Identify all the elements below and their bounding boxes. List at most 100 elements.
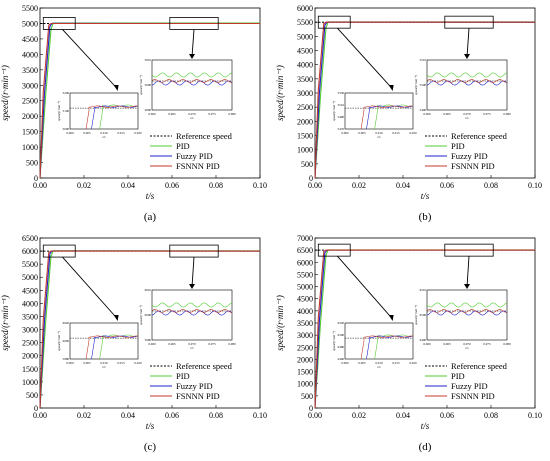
chart-panel: 0 500 1000 1500 2000 2500 3000 3500 4000 4500 5000… [0, 4, 267, 223]
legend-label: PID [176, 141, 190, 151]
y-tick-label: 6500 [297, 246, 313, 255]
inset-series-line [151, 310, 233, 316]
inset-x-axis-label: t/s [465, 116, 469, 120]
inset-series-line [426, 310, 508, 316]
x-tick-label: 0.08 [209, 411, 223, 420]
inset-x-tick-label: 0.060 [148, 342, 156, 346]
inset-x-tick-label: 0.060 [423, 112, 431, 116]
legend-label: FSNNN PID [176, 161, 220, 171]
x-tick-label: 0.08 [484, 411, 498, 420]
y-tick-label: 5500 [22, 4, 38, 13]
inset-x-tick-label: 0.070 [188, 112, 196, 116]
inset-y-tick-label: 6010 [145, 288, 152, 292]
inset-plot: 0.000 0.005 0.010 0.015 0.020 t/s 5470 5490 5510… [332, 91, 417, 139]
panel-label: (a) [144, 211, 157, 223]
y-tick-label: 3500 [297, 75, 313, 84]
arrow-head [189, 284, 195, 289]
y-tick-label: 5500 [297, 18, 313, 27]
y-tick-label: 3000 [22, 326, 38, 335]
inset-y-axis-label: speed/(r·min⁻¹) [139, 75, 143, 95]
inset-frame [344, 92, 414, 130]
arrow-head [388, 85, 394, 91]
x-tick-label: 0.10 [253, 411, 267, 420]
legend-label: Reference speed [176, 361, 233, 371]
inset-x-tick-label: 0.005 [358, 361, 366, 365]
inset-y-axis-label: speed/(r·min⁻¹) [57, 101, 61, 121]
y-tick-label: 4000 [297, 61, 313, 70]
inset-x-axis-label: t/s [377, 135, 381, 139]
inset-y-tick-label: 5510 [420, 58, 427, 62]
x-tick-label: 0.02 [77, 181, 91, 190]
inset-plot: 0.000 0.005 0.010 0.015 0.020 t/s 6460 6480 6500… [332, 321, 417, 369]
inset-y-tick-label: 6510 [420, 288, 427, 292]
inset-y-tick-label: 6500 [420, 313, 427, 317]
x-axis-label: t/s [146, 191, 155, 201]
chart-panel: 0 500 1000 1500 2000 2500 3000 3500 4000 4500 5000… [275, 234, 542, 453]
inset-y-axis-label: speed/(r·min⁻¹) [57, 331, 61, 351]
inset-x-tick-label: 0.075 [483, 342, 491, 346]
legend-label: Reference speed [451, 131, 508, 141]
x-tick-label: 0.10 [528, 181, 542, 190]
zoom-arrow [62, 29, 118, 90]
inset-series-line [426, 80, 508, 86]
inset-series-line [426, 79, 508, 83]
inset-x-axis-label: t/s [377, 365, 381, 369]
inset-y-axis-label: speed/(r·min⁻¹) [332, 101, 336, 121]
chart-panel: 0 500 1000 1500 2000 2500 3000 3500 4000 4500 5000… [275, 4, 542, 223]
arrow-head [464, 54, 470, 59]
inset-y-tick-label: 5470 [338, 127, 345, 131]
inset-series-line [151, 309, 233, 313]
panel-label: (b) [419, 211, 432, 223]
y-tick-label: 5000 [22, 19, 38, 28]
inset-x-axis-label: t/s [102, 135, 106, 139]
inset-x-tick-label: 0.075 [483, 112, 491, 116]
inset-y-tick-label: 6020 [63, 321, 70, 325]
inset-plot: 0.060 0.065 0.070 0.075 0.080 t/s 5990 6000 6010… [139, 288, 236, 350]
inset-x-tick-label: 0.060 [423, 342, 431, 346]
x-axis-label: t/s [421, 421, 430, 431]
inset-y-tick-label: 5530 [338, 91, 345, 95]
inset-x-axis-label: t/s [102, 365, 106, 369]
y-tick-label: 1000 [297, 380, 313, 389]
inset-plot: 0.060 0.065 0.070 0.075 0.080 t/s 6490 6500 6510… [414, 288, 511, 350]
inset-y-tick-label: 6490 [420, 338, 427, 342]
y-tick-label: 4000 [22, 299, 38, 308]
inset-y-axis-label: speed/(r·min⁻¹) [414, 75, 418, 95]
inset-x-tick-label: 0.020 [134, 361, 142, 365]
x-tick-label: 0.04 [396, 411, 410, 420]
x-tick-label: 0.08 [209, 181, 223, 190]
inset-x-tick-label: 0.070 [463, 112, 471, 116]
y-tick-label: 6500 [22, 234, 38, 243]
inset-x-tick-label: 0.080 [228, 112, 236, 116]
inset-x-tick-label: 0.020 [409, 131, 417, 135]
y-tick-label: 3000 [22, 81, 38, 90]
series-line-fsnnn-pid [39, 22, 260, 179]
inset-x-tick-label: 0.020 [409, 361, 417, 365]
y-axis-label: speed/(r·min⁻¹) [0, 65, 10, 121]
inset-x-tick-label: 0.080 [228, 342, 236, 346]
y-tick-label: 0 [34, 404, 38, 413]
x-tick-label: 0.04 [121, 411, 135, 420]
chart-panel: 0 500 1000 1500 2000 2500 3000 3500 4000 4500 5000… [0, 234, 267, 453]
inset-y-tick-label: 5200 [63, 91, 70, 95]
inset-y-tick-label: 4990 [145, 108, 152, 112]
x-tick-label: 0.02 [352, 411, 366, 420]
y-tick-label: 1500 [297, 368, 313, 377]
y-tick-label: 500 [26, 159, 38, 168]
y-tick-label: 2500 [297, 103, 313, 112]
y-tick-label: 3000 [297, 89, 313, 98]
inset-x-tick-label: 0.005 [358, 131, 366, 135]
inset-y-tick-label: 5510 [338, 103, 345, 107]
zoom-arrow [337, 255, 393, 320]
legend-label: Fuzzy PID [451, 151, 488, 161]
zoom-arrow [466, 28, 470, 58]
x-tick-label: 0.02 [77, 411, 91, 420]
zoom-box [169, 244, 219, 258]
inset-x-tick-label: 0.065 [443, 342, 451, 346]
inset-x-tick-label: 0.000 [66, 361, 74, 365]
y-tick-label: 5000 [22, 273, 38, 282]
y-tick-label: 0 [34, 174, 38, 183]
legend-label: PID [451, 141, 465, 151]
zoom-arrow [191, 29, 195, 58]
